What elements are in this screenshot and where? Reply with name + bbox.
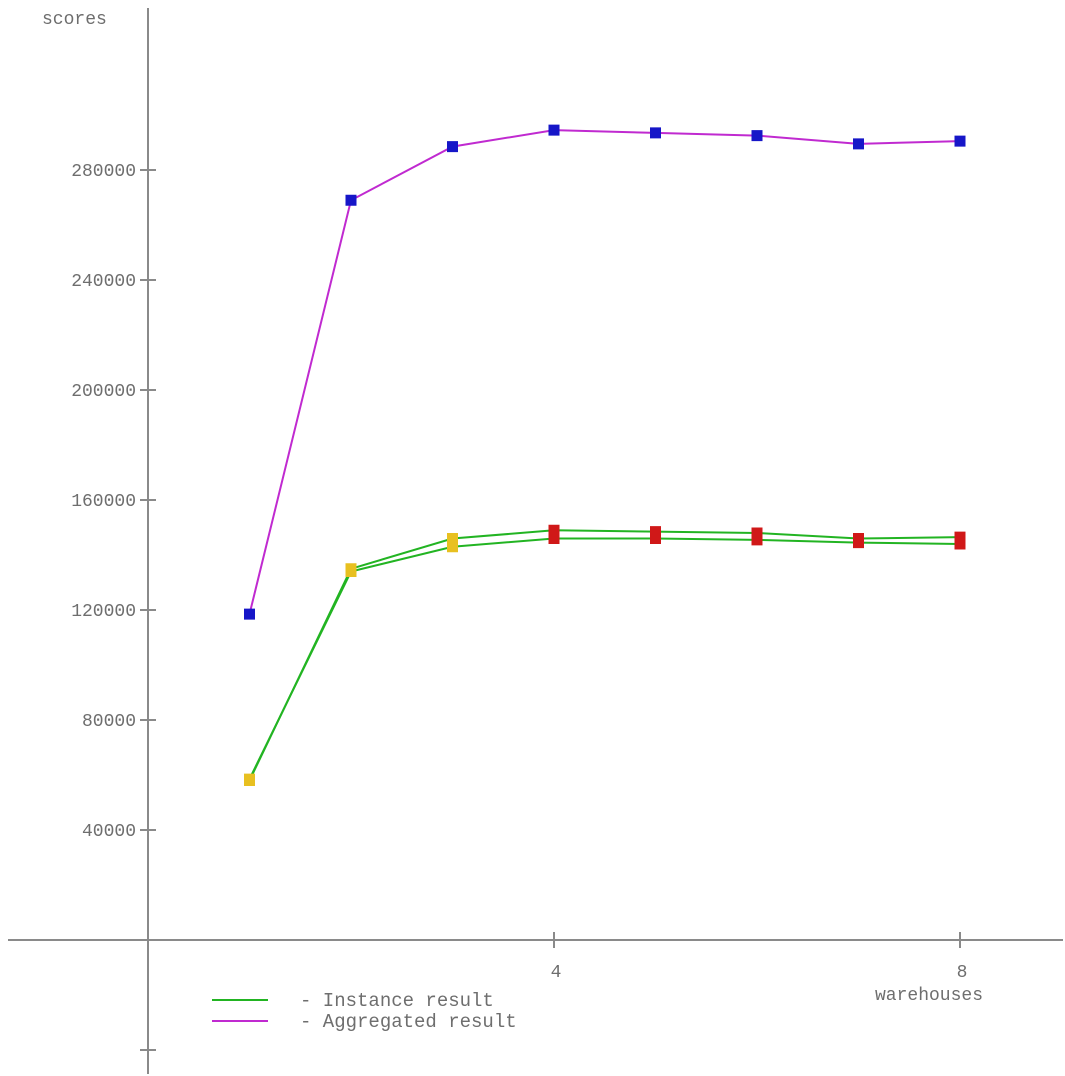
data-point-marker (954, 538, 966, 550)
data-point-marker (954, 531, 966, 543)
data-point-marker (853, 537, 864, 549)
axis-ticks: 40000 80000 120000 160000 200000 240000 280000… (71, 162, 968, 1051)
data-point-marker (447, 541, 458, 553)
x-tick-label: 8 (957, 963, 968, 983)
y-tick-label: 40000 (82, 822, 136, 842)
y-axis-title: scores (42, 10, 107, 30)
series-line-instance-result (248, 529, 961, 781)
data-point-marker (954, 135, 966, 147)
y-tick-label: 240000 (71, 272, 136, 292)
y-tick-label: 80000 (82, 712, 136, 732)
data-point-marker (244, 773, 255, 785)
series-line-instance-result-2 (248, 537, 961, 780)
data-point-marker (650, 533, 661, 544)
data-point-marker (345, 194, 357, 206)
x-axis-title: warehouses (875, 986, 983, 1006)
y-tick-label: 200000 (71, 382, 136, 402)
y-tick-label: 280000 (71, 162, 136, 182)
y-tick-label: 160000 (71, 492, 136, 512)
x-tick-label: 4 (551, 963, 562, 983)
data-point-marker (548, 124, 560, 136)
data-point-marker (650, 127, 661, 139)
data-point-marker (548, 533, 560, 544)
series-layer (244, 124, 966, 786)
data-point-marker (345, 566, 357, 577)
data-point-marker (650, 526, 661, 538)
data-point-marker (853, 138, 864, 150)
series-line-aggregated-result (248, 129, 961, 615)
data-point-marker (244, 608, 255, 620)
data-point-marker (548, 524, 560, 536)
legend-label: - Aggregated result (300, 1011, 517, 1033)
y-tick-label: 120000 (71, 602, 136, 622)
data-point-marker (751, 534, 763, 546)
legend: - Instance result- Aggregated result (212, 990, 517, 1033)
data-point-marker (751, 130, 763, 142)
data-point-marker (447, 141, 458, 153)
legend-label: - Instance result (300, 990, 494, 1012)
data-point-marker (751, 527, 763, 539)
axes: scores warehouses (8, 8, 1063, 1074)
data-point-marker (447, 533, 458, 544)
